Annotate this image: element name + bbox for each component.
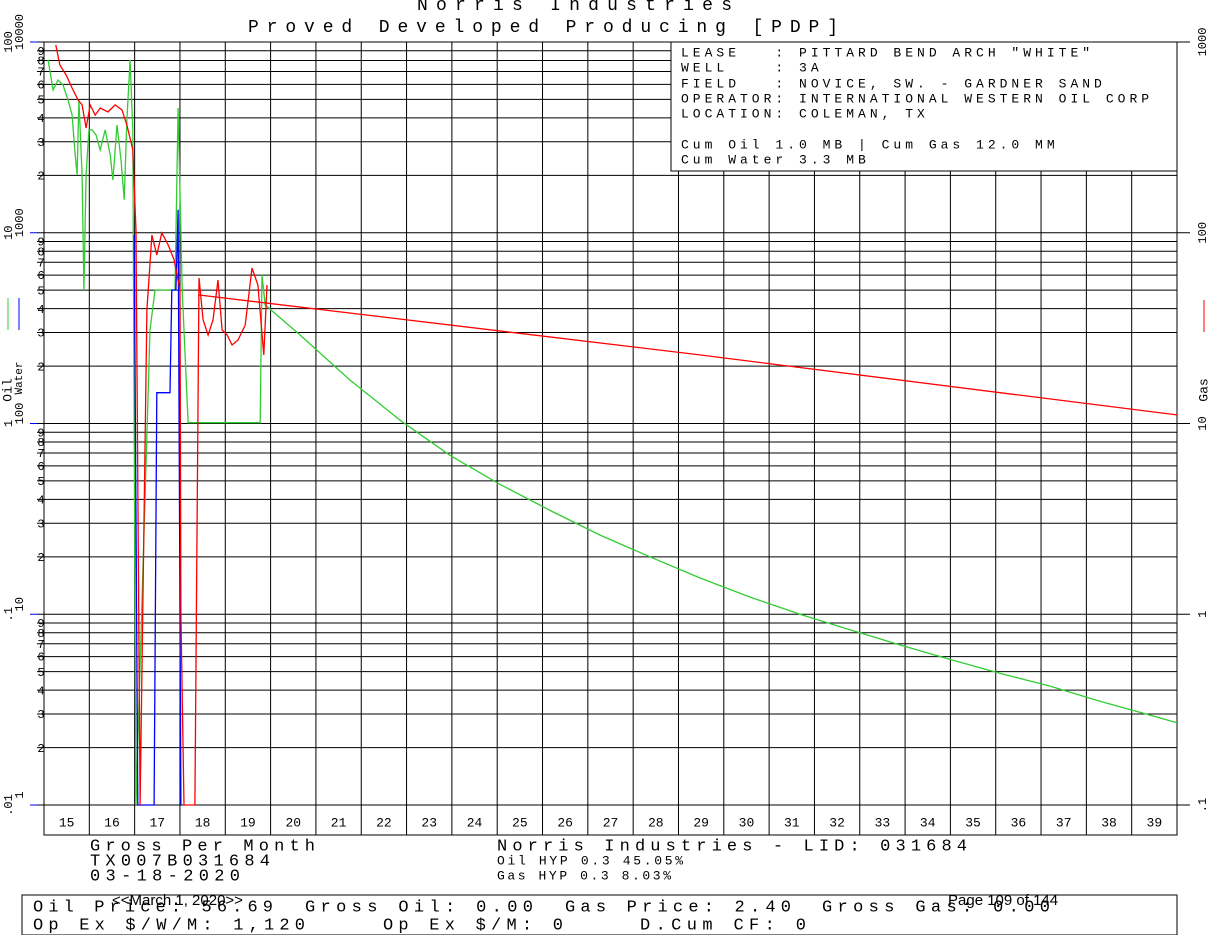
plot-frame [43, 41, 1178, 806]
footer-text: Gas Price: 2.40 [565, 898, 791, 917]
x-tick-label: 34 [920, 815, 936, 830]
chart-title: Norris Industries [417, 0, 732, 16]
y-minor-tick-label: 9 [37, 45, 44, 59]
footer-text: D.Cum CF: 0 [640, 916, 806, 935]
y-tick-label: 1 [2, 420, 16, 427]
y-minor-tick-label: 3 [37, 136, 44, 150]
info-text: LOCATION: COLEMAN, TX [681, 106, 929, 121]
date-overlay: <<March 1, 2020>> [112, 892, 243, 909]
y-minor-tick-label: 6 [37, 460, 44, 474]
y-minor-tick-label: 7 [37, 447, 44, 461]
y-minor-tick-label: 4 [37, 112, 44, 126]
y-tick-label: .01 [2, 794, 16, 816]
series-line [133, 209, 182, 806]
y-minor-tick-label: 7 [37, 256, 44, 270]
footer-box [21, 894, 1178, 935]
y-minor-tick-label: 9 [37, 426, 44, 440]
y-minor-tick-label: 3 [37, 708, 44, 722]
info-text: Cum Oil 1.0 MB | Cum Gas 12.0 MM [681, 137, 1059, 152]
y-minor-tick-label: 3 [37, 517, 44, 531]
y2-tick-label: .1 [1196, 798, 1210, 812]
y-minor-tick-label: 9 [37, 617, 44, 631]
series-line [55, 44, 268, 806]
x-tick-label: 21 [331, 815, 347, 830]
y-tick-label: 10 [2, 226, 16, 240]
y-minor-tick-label: 6 [37, 269, 44, 283]
y-minor-tick-label: 8 [37, 245, 44, 259]
y-minor-tick-label: 3 [37, 327, 44, 341]
y-minor-tick-label: 5 [37, 284, 44, 298]
y-minor-tick-label: 8 [37, 627, 44, 641]
y-minor-tick-label: 2 [37, 360, 44, 374]
info-text: LEASE : PITTARD BEND ARCH "WHITE" [681, 45, 1094, 60]
x-tick-label: 39 [1147, 815, 1163, 830]
x-tick-label: 28 [648, 815, 664, 830]
axis-series-label: Gas [1196, 378, 1210, 401]
x-tick-label: 32 [829, 815, 845, 830]
x-tick-label: 16 [104, 815, 120, 830]
x-tick-label: 33 [875, 815, 891, 830]
info-text: Cum Water 3.3 MB [681, 152, 870, 167]
y-minor-tick-label: 7 [37, 638, 44, 652]
y-minor-tick-label: 5 [37, 94, 44, 108]
y3-tick-label: 10 [13, 597, 27, 611]
x-tick-label: 15 [59, 815, 75, 830]
y2-tick-label: 10 [1196, 416, 1210, 430]
axis-series-label: Oil [0, 378, 15, 402]
y-minor-tick-label: 5 [37, 475, 44, 489]
x-tick-label: 31 [784, 815, 800, 830]
x-tick-label: 30 [739, 815, 755, 830]
y-minor-tick-label: 4 [37, 494, 44, 508]
x-tick-label: 37 [1056, 815, 1072, 830]
y-minor-tick-label: 4 [37, 684, 44, 698]
y-tick-label: .1 [2, 607, 16, 621]
info-text: FIELD : NOVICE, SW. - GARDNER SAND [681, 76, 1106, 91]
axis-series-label: Water [14, 361, 26, 394]
x-tick-label: 17 [149, 815, 165, 830]
y-minor-tick-label: 7 [37, 66, 44, 80]
y3-tick-label: 10000 [13, 14, 27, 50]
info-text: OPERATOR: INTERNATIONAL WESTERN OIL CORP [681, 91, 1153, 106]
x-tick-label: 23 [421, 815, 437, 830]
x-tick-label: 26 [557, 815, 573, 830]
x-tick-label: 35 [965, 815, 981, 830]
info-text: WELL : 3A [681, 60, 823, 75]
footer-text: Gross Oil: 0.00 [305, 898, 533, 917]
y-minor-tick-label: 9 [37, 236, 44, 250]
x-tick-label: 27 [603, 815, 619, 830]
y-minor-tick-label: 6 [37, 78, 44, 92]
y3-tick-label: 1 [13, 791, 27, 798]
x-tick-label: 18 [195, 815, 211, 830]
y-minor-tick-label: 6 [37, 651, 44, 665]
y-minor-tick-label: 8 [37, 55, 44, 69]
x-tick-label: 36 [1011, 815, 1027, 830]
y3-tick-label: 1000 [13, 208, 27, 237]
x-tick-label: 25 [512, 815, 528, 830]
x-tick-label: 22 [376, 815, 392, 830]
y-minor-tick-label: 4 [37, 303, 44, 317]
y-minor-tick-label: 8 [37, 436, 44, 450]
x-tick-label: 24 [467, 815, 483, 830]
y-minor-tick-label: 2 [37, 551, 44, 565]
series-line [198, 294, 1178, 416]
y2-tick-label: 1000 [1196, 28, 1210, 57]
y-minor-tick-label: 2 [37, 742, 44, 756]
footer-text: Gas HYP 0.3 8.03% [497, 868, 671, 883]
info-box [670, 41, 1178, 172]
y-minor-tick-label: 5 [37, 666, 44, 680]
series-line [47, 59, 1178, 806]
y3-tick-label: 100 [13, 403, 27, 425]
x-tick-label: 19 [240, 815, 256, 830]
y2-tick-label: 100 [1196, 222, 1210, 244]
y2-tick-label: 1 [1196, 611, 1210, 618]
x-tick-label: 20 [285, 815, 301, 830]
y-tick-label: 100 [2, 31, 16, 53]
y-minor-tick-label: 2 [37, 170, 44, 184]
page-overlay: Page 109 of 144 [948, 892, 1058, 909]
x-tick-label: 38 [1101, 815, 1117, 830]
x-tick-label: 29 [693, 815, 709, 830]
